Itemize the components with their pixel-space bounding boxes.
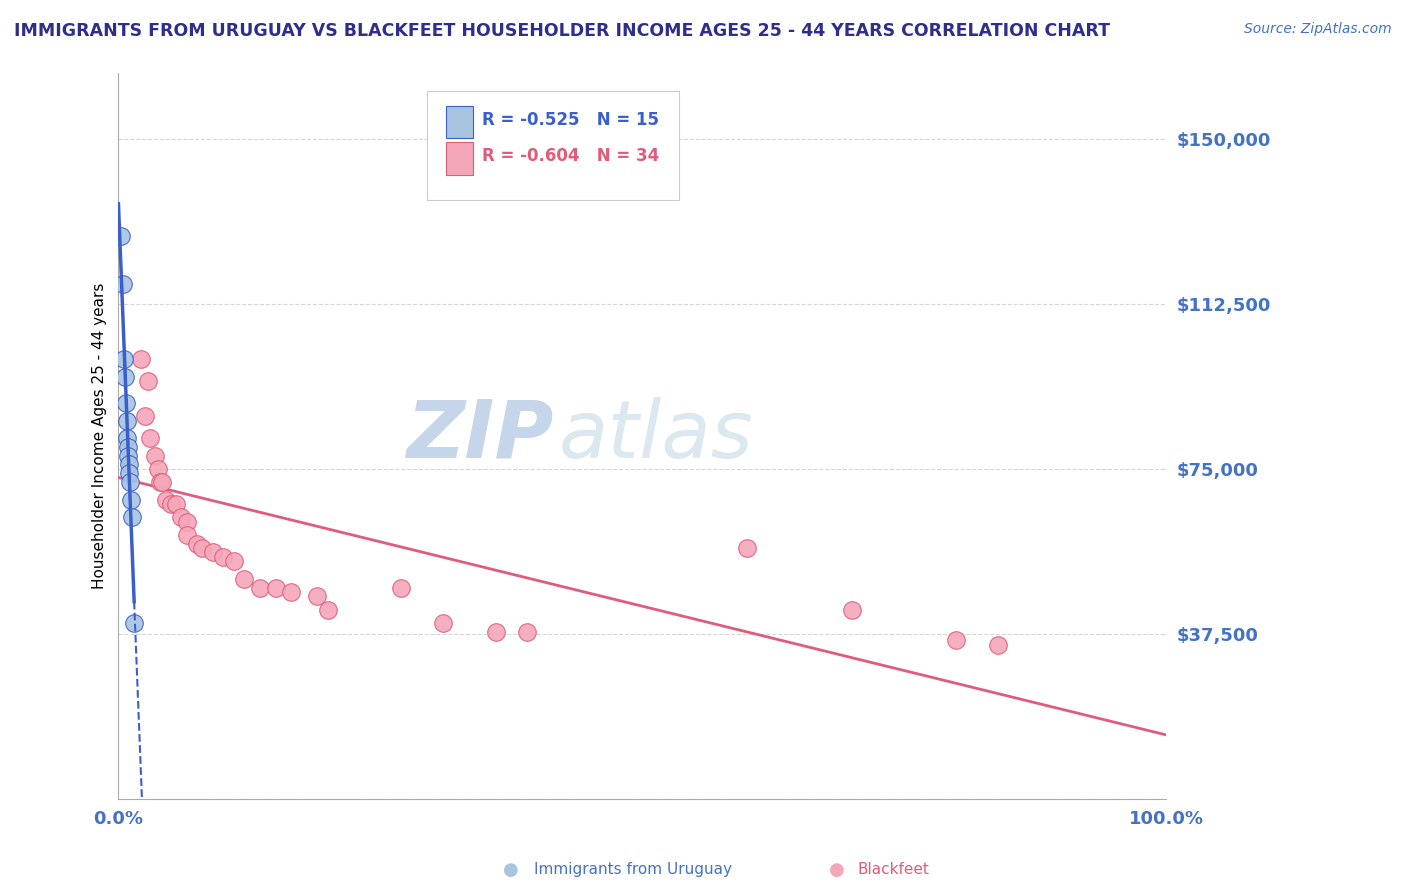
Point xyxy=(111,277,134,292)
Point xyxy=(152,475,174,489)
Point xyxy=(118,458,141,472)
Point xyxy=(120,492,142,507)
Point xyxy=(316,602,339,616)
Text: atlas: atlas xyxy=(558,397,754,475)
Point xyxy=(115,431,138,445)
Point xyxy=(176,528,198,542)
Point xyxy=(165,497,187,511)
Point xyxy=(134,409,156,423)
Point xyxy=(114,396,136,410)
Y-axis label: Householder Income Ages 25 - 44 years: Householder Income Ages 25 - 44 years xyxy=(93,283,107,589)
Point xyxy=(136,374,159,388)
Text: R = -0.525   N = 15: R = -0.525 N = 15 xyxy=(482,112,659,129)
Point xyxy=(115,413,138,427)
Point xyxy=(389,581,412,595)
Point xyxy=(841,602,863,616)
Point xyxy=(117,440,139,454)
Point xyxy=(484,624,506,639)
Text: R = -0.604   N = 34: R = -0.604 N = 34 xyxy=(482,147,659,165)
Text: Immigrants from Uruguay: Immigrants from Uruguay xyxy=(534,863,733,877)
Point xyxy=(222,554,245,568)
Point xyxy=(233,572,256,586)
Point xyxy=(987,638,1010,652)
Point xyxy=(131,351,153,366)
Text: Blackfeet: Blackfeet xyxy=(858,863,929,877)
Point xyxy=(201,545,224,559)
Point xyxy=(114,369,136,384)
Point xyxy=(176,515,198,529)
Point xyxy=(280,585,302,599)
Point xyxy=(149,475,172,489)
Text: Source: ZipAtlas.com: Source: ZipAtlas.com xyxy=(1244,22,1392,37)
FancyBboxPatch shape xyxy=(427,91,679,200)
Point xyxy=(118,475,141,489)
Text: ●: ● xyxy=(502,861,519,879)
Point xyxy=(516,624,538,639)
Bar xyxy=(446,142,472,175)
Point xyxy=(122,53,145,67)
Point xyxy=(118,467,141,481)
Point xyxy=(117,449,139,463)
Point xyxy=(148,462,170,476)
Point xyxy=(155,492,177,507)
Point xyxy=(110,228,132,243)
Point xyxy=(945,633,967,648)
Text: ZIP: ZIP xyxy=(406,397,553,475)
Point xyxy=(735,541,758,555)
Point xyxy=(159,497,181,511)
Point xyxy=(191,541,214,555)
Point xyxy=(432,615,454,630)
Point xyxy=(143,449,166,463)
Point xyxy=(139,431,162,445)
Point xyxy=(170,510,193,524)
Text: ●: ● xyxy=(828,861,845,879)
Point xyxy=(307,590,329,604)
Point xyxy=(121,510,143,524)
Text: IMMIGRANTS FROM URUGUAY VS BLACKFEET HOUSEHOLDER INCOME AGES 25 - 44 YEARS CORRE: IMMIGRANTS FROM URUGUAY VS BLACKFEET HOU… xyxy=(14,22,1111,40)
Bar xyxy=(446,105,472,138)
Point xyxy=(186,537,208,551)
Point xyxy=(112,351,135,366)
Point xyxy=(264,581,287,595)
Point xyxy=(122,615,145,630)
Point xyxy=(212,549,235,564)
Point xyxy=(249,581,271,595)
